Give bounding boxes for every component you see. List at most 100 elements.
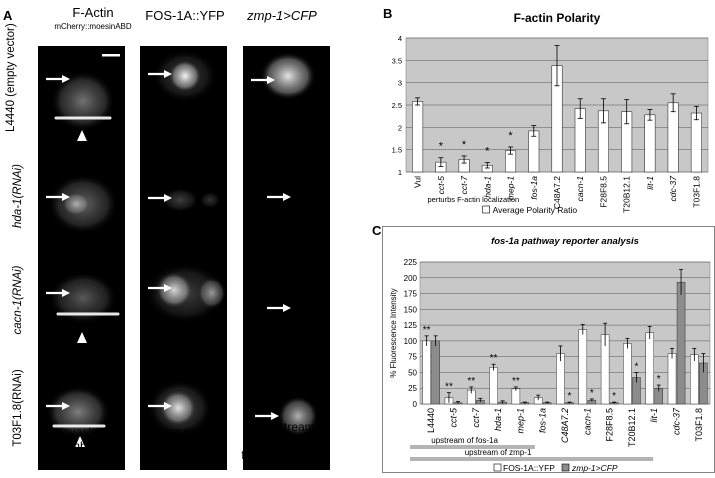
y-tick-label: 100 (404, 337, 418, 346)
arrowhead-icon (164, 284, 172, 292)
arrowhead-up-icon (75, 436, 85, 447)
arrowhead-up-icon (77, 130, 87, 141)
y-tick-label: 1 (398, 168, 402, 177)
y-tick-label: 25 (408, 384, 417, 393)
cell-blob (148, 380, 212, 436)
column-subtitle: mCherry::moesinABD (54, 22, 132, 31)
y-tick-label: 2 (398, 123, 402, 132)
significance-star: ** (423, 325, 431, 336)
annotation-perturbs: perturbs F-actin localization (428, 195, 520, 204)
bar (412, 101, 424, 173)
micrograph-r1-c1 (38, 46, 125, 152)
arrowhead-up-icon (77, 332, 87, 343)
bar-yfp (578, 329, 588, 405)
arrowhead-icon (62, 402, 70, 410)
micrograph-r2-c1 (38, 152, 125, 258)
y-tick-label: 125 (404, 321, 418, 330)
significance-star: * (612, 391, 616, 402)
x-tick-label: lit-1 (649, 408, 659, 423)
caption-regulate-pathway: regulate fos-1a pathway (143, 425, 225, 453)
chart-title: fos-1a pathway reporter analysis (491, 236, 639, 247)
legend-label-yfp: FOS-1A::YFP (503, 463, 555, 473)
significance-star: ** (490, 353, 498, 364)
cell-blob (145, 263, 225, 323)
micrograph-r4-c2 (140, 364, 227, 470)
arrowhead-icon (164, 194, 172, 202)
cell-blob (62, 192, 90, 216)
x-tick-label: T20B12.1 (627, 408, 637, 447)
plot-area (419, 261, 711, 405)
micrograph-r4-c3 (243, 364, 330, 470)
arrowhead-icon (271, 412, 279, 420)
chart-c-container: fos-1a pathway reporter analysis % Fluore… (382, 226, 715, 473)
group-label-fos1a: upstream of fos-1a (431, 436, 498, 445)
significance-star: ** (445, 382, 453, 393)
x-tick-label: T03F1.8 (691, 176, 701, 208)
micrograph-r1-c3 (243, 46, 330, 152)
micrograph-r3-c1 (38, 258, 125, 364)
x-tick-label: C48A7.2 (552, 176, 562, 209)
significance-star: * (485, 146, 490, 158)
bar (690, 112, 702, 173)
row-label-hda1: hda-1(RNAi) (12, 164, 24, 228)
x-tick-label: F28F8.5 (605, 408, 615, 442)
scale-bar (102, 54, 120, 57)
bar-yfp (645, 332, 654, 405)
chart-title: F-actin Polarity (514, 11, 601, 25)
x-tick-label: cct-7 (471, 407, 481, 427)
cell-blob (153, 50, 217, 102)
x-tick-label: cacn-1 (582, 408, 592, 435)
legend-label-cfp: zmp-1>CFP (571, 463, 618, 473)
row-label-t03f18: T03F1.8(RNAi) (12, 369, 24, 447)
bar-yfp (489, 367, 498, 405)
arrowhead-icon (283, 304, 291, 312)
arrowhead-icon (62, 193, 70, 201)
group-label-zmp1: upstream of zmp-1 (465, 448, 532, 457)
bar-yfp (690, 354, 699, 405)
chart-b-container: F-actin Polarity 1 1.5 2 2.5 3 3.5 4 Vul * cct-5 * c… (382, 6, 715, 216)
arrowhead-icon (164, 70, 172, 78)
x-tick-label: T03F1.8 (694, 408, 704, 442)
x-tick-label: mep-1 (515, 408, 525, 434)
column-header-fos1a: FOS-1A::YFP (135, 9, 235, 22)
arrowhead-icon (283, 193, 291, 201)
micrograph-r1-c2 (140, 46, 227, 152)
panel-a-label: A (3, 8, 13, 23)
x-tick-label: F28F8.5 (598, 176, 608, 208)
significance-star: * (439, 141, 444, 153)
legend-label: Average Polarity Ratio (493, 205, 578, 215)
y-tick-label: 225 (404, 258, 418, 267)
column-title: zmp-1>CFP (247, 8, 317, 23)
column-header-zmp1: zmp-1>CFP (236, 9, 328, 22)
y-tick-label: 75 (408, 353, 417, 362)
x-tick-label: cct-5 (436, 176, 446, 195)
cell-blob (51, 71, 115, 131)
y-tick-label: 1.5 (392, 146, 402, 155)
x-tick-label: cacn-1 (575, 176, 585, 202)
micrograph-r2-c2 (140, 152, 227, 258)
significance-star: * (634, 361, 638, 372)
y-tick-label: 175 (404, 290, 418, 299)
group-bar-fos1a (410, 445, 535, 449)
significance-star: ** (512, 376, 520, 387)
panel-b-label: B (383, 6, 393, 21)
column-title: FOS-1A::YFP (145, 8, 225, 23)
bar-cfp (431, 340, 440, 405)
caption-downstream-target: downstream target of fos-1a pathway (241, 420, 323, 462)
legend-swatch (482, 205, 490, 214)
x-tick-label: lit-1 (645, 176, 655, 190)
x-tick-label: hda-1 (482, 176, 492, 198)
significance-star: * (508, 130, 513, 142)
cell-blob (200, 192, 220, 208)
bar (644, 114, 656, 173)
arrowhead-icon (164, 402, 172, 410)
x-tick-label: hda-1 (493, 408, 503, 431)
chart-c: fos-1a pathway reporter analysis % Fluore… (382, 226, 715, 473)
x-tick-label: Vul (413, 176, 423, 188)
y-tick-label: 4 (398, 34, 402, 43)
y-tick-label: 3.5 (392, 56, 402, 65)
bar (667, 102, 679, 173)
micrograph-r2-c3 (243, 152, 330, 258)
micrograph-r3-c2 (140, 258, 227, 364)
x-tick-label: cct-7 (459, 176, 469, 195)
